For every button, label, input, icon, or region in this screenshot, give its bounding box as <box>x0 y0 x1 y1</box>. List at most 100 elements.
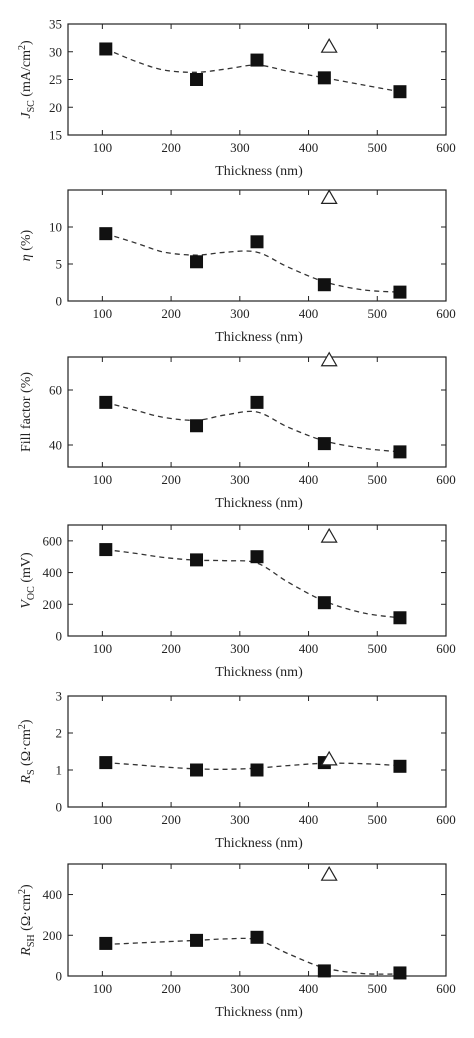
data-point-triangle <box>320 189 338 204</box>
y-tick-label: 5 <box>56 257 63 272</box>
y-tick-label: 0 <box>56 800 63 815</box>
y-tick-label: 35 <box>49 17 62 32</box>
plot-frame <box>67 189 447 302</box>
x-tick-label: 500 <box>368 981 388 996</box>
data-point-square <box>190 255 204 269</box>
data-point-square <box>99 395 113 409</box>
y-tick-label: 30 <box>49 44 62 59</box>
x-tick-label: 100 <box>93 812 113 827</box>
x-tick-label: 100 <box>93 140 113 155</box>
data-point-triangle <box>320 37 338 53</box>
panel-4: 100 200 300 400 500 600 0 200 400 600 Thickness (n… <box>19 524 456 680</box>
data-point-square <box>250 53 264 67</box>
fit-curve <box>105 761 401 770</box>
data-point-square <box>250 763 264 777</box>
x-axis-label: Thickness (nm) <box>215 836 303 851</box>
data-point-square <box>250 235 264 249</box>
panel-2: 100 200 300 400 500 600 0 5 10 Thickness (nm) η (%… <box>19 189 456 345</box>
x-tick-label: 100 <box>93 472 113 487</box>
x-axis-label: Thickness (nm) <box>215 496 303 511</box>
y-tick-label: 200 <box>43 928 63 943</box>
x-tick-label: 200 <box>161 981 181 996</box>
data-point-square <box>317 964 331 978</box>
data-point-square <box>393 445 407 459</box>
x-tick-label: 600 <box>436 306 456 321</box>
data-point-square <box>99 42 113 56</box>
x-tick-label: 600 <box>436 140 456 155</box>
data-point-square <box>393 285 407 299</box>
data-point-square <box>190 933 204 947</box>
x-tick-label: 400 <box>299 812 319 827</box>
x-tick-label: 200 <box>161 306 181 321</box>
y-axis-label: η (%) <box>19 229 34 261</box>
data-point-square <box>317 278 331 292</box>
x-tick-label: 400 <box>299 140 319 155</box>
plot-frame <box>67 863 447 977</box>
y-tick-label: 40 <box>49 438 62 453</box>
y-tick-label: 2 <box>56 726 63 741</box>
data-point-square <box>393 611 407 625</box>
x-tick-label: 300 <box>230 641 250 656</box>
data-point-triangle <box>320 527 338 543</box>
x-tick-label: 500 <box>368 472 388 487</box>
x-tick-label: 400 <box>299 981 319 996</box>
x-tick-label: 200 <box>161 641 181 656</box>
y-tick-label: 15 <box>49 128 62 143</box>
x-axis-label: Thickness (nm) <box>215 1005 303 1020</box>
data-point-square <box>190 553 204 567</box>
y-tick-label: 0 <box>56 969 63 984</box>
data-point-square <box>393 966 407 980</box>
data-point-square <box>190 73 204 86</box>
panel-6: 100 200 300 400 500 600 0 200 400 Thickness (nm) R… <box>17 863 456 1020</box>
y-axis-label: VOC (mV) <box>19 552 37 609</box>
x-tick-label: 300 <box>230 140 250 155</box>
data-point-square <box>99 756 113 770</box>
plot-frame <box>67 524 447 637</box>
data-point-triangle <box>320 865 338 881</box>
x-tick-label: 100 <box>93 981 113 996</box>
x-tick-label: 500 <box>368 140 388 155</box>
fit-curve <box>105 48 401 93</box>
data-point-square <box>250 930 264 944</box>
data-point-square <box>317 596 331 610</box>
y-axis-label: RS (Ω·cm2) <box>17 719 37 784</box>
x-tick-label: 300 <box>230 306 250 321</box>
y-tick-label: 1 <box>56 763 63 778</box>
data-point-square <box>250 395 264 409</box>
data-point-triangle <box>320 351 338 367</box>
y-tick-label: 0 <box>56 294 63 309</box>
y-tick-label: 200 <box>43 597 63 612</box>
data-point-triangle <box>320 750 338 766</box>
x-tick-label: 500 <box>368 306 388 321</box>
y-axis-label: Fill factor (%) <box>19 372 34 452</box>
x-tick-label: 400 <box>299 472 319 487</box>
y-tick-label: 3 <box>56 689 63 704</box>
x-tick-label: 100 <box>93 641 113 656</box>
x-tick-label: 600 <box>436 981 456 996</box>
y-tick-label: 60 <box>49 383 62 398</box>
fit-curve <box>105 233 401 293</box>
fit-curve <box>105 401 401 453</box>
x-tick-label: 300 <box>230 981 250 996</box>
x-tick-label: 200 <box>161 140 181 155</box>
x-axis-label: Thickness (nm) <box>215 330 303 345</box>
x-tick-label: 400 <box>299 641 319 656</box>
data-point-square <box>99 936 113 950</box>
plot-frame <box>67 695 447 808</box>
x-tick-label: 300 <box>230 472 250 487</box>
panel-1: 100 200 300 400 500 600 15 20 25 30 35 Thickness (n… <box>17 17 456 180</box>
y-axis-label: RSH (Ω·cm2) <box>17 884 37 957</box>
data-point-square <box>250 550 264 564</box>
x-axis-label: Thickness (nm) <box>215 164 303 179</box>
fit-curve <box>105 937 401 975</box>
data-point-square <box>190 763 204 777</box>
x-tick-label: 600 <box>436 812 456 827</box>
y-tick-label: 25 <box>49 72 62 87</box>
y-tick-label: 600 <box>43 533 63 548</box>
x-tick-label: 100 <box>93 306 113 321</box>
y-tick-label: 10 <box>49 220 62 235</box>
x-tick-label: 300 <box>230 812 250 827</box>
panel-3: 100 200 300 400 500 600 40 60 Thickness (nm) Fill… <box>19 351 456 511</box>
x-axis-label: Thickness (nm) <box>215 665 303 680</box>
